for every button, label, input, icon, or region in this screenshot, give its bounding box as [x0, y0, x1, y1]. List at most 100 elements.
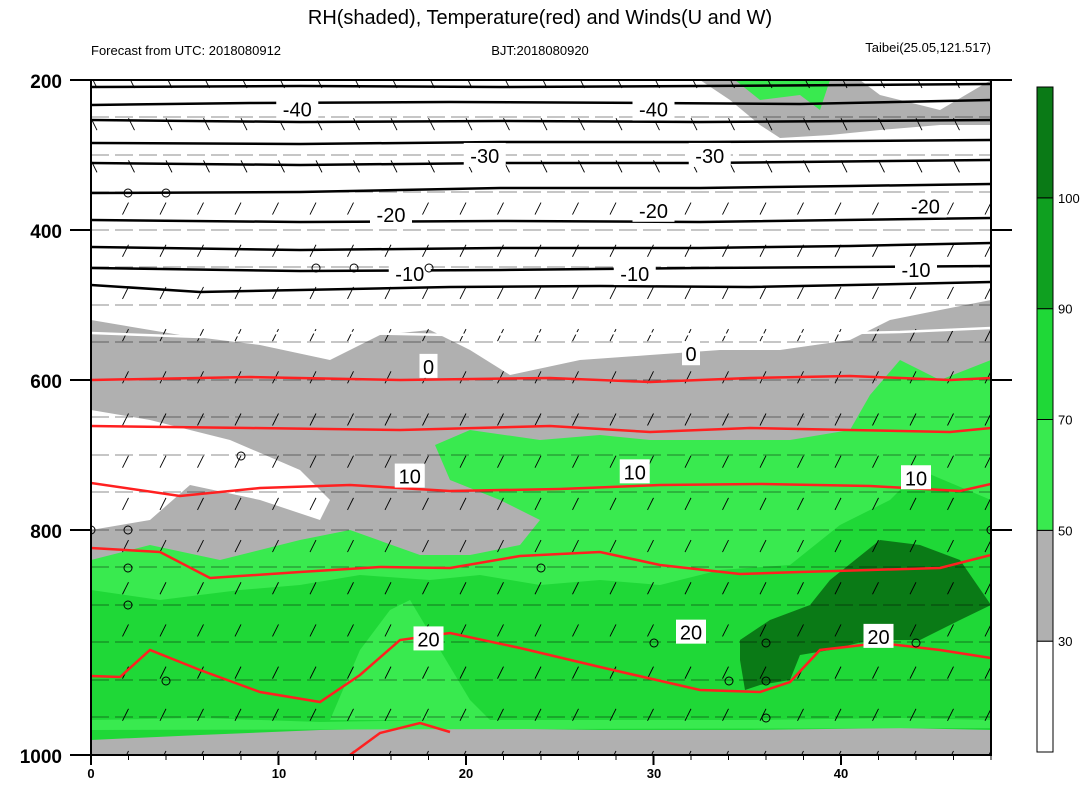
contour-label-bg — [413, 626, 444, 651]
wind-barb — [272, 624, 279, 637]
wind-barb — [534, 286, 542, 300]
wind-barb — [463, 750, 467, 755]
wind-barb — [459, 244, 467, 257]
contour-label-bg — [676, 619, 706, 644]
wind-barb — [722, 202, 729, 215]
wind-barb — [234, 497, 242, 511]
wind-barb — [122, 582, 129, 595]
wind-barb — [797, 286, 804, 300]
wind-barb — [309, 497, 317, 511]
wind-barb — [909, 413, 917, 426]
contour-labels: -40 -40 -30 -30 -20 -20 -20 -10 -10 -10 0 0 10 10 10 20… — [276, 96, 947, 651]
wind-barb — [534, 202, 542, 215]
wind-barb — [759, 624, 767, 637]
wind-barb — [384, 328, 392, 342]
wind-barb — [428, 160, 435, 173]
wind-barb — [572, 371, 579, 384]
wind-barb — [684, 539, 692, 553]
wind-barb — [834, 286, 842, 300]
wind-barb — [728, 117, 735, 131]
wind-barb — [909, 708, 917, 722]
wind-barb — [388, 750, 392, 755]
colorbar-swatch — [1036, 86, 1054, 199]
wind-barb — [797, 202, 804, 215]
wind-barb — [384, 708, 392, 722]
wind-barb — [647, 582, 654, 595]
wind-barb — [534, 708, 542, 722]
wind-barb — [347, 497, 354, 511]
colorbar-swatch — [1036, 640, 1054, 753]
contour-label: -20 — [377, 205, 406, 227]
y-tick-600: 600 — [30, 372, 62, 393]
wind-barb — [950, 750, 954, 755]
contour-label-bg — [388, 261, 431, 286]
wind-barb — [347, 624, 354, 637]
contour-label: -20 — [639, 201, 668, 223]
wind-barb — [197, 202, 204, 215]
wind-barb — [872, 286, 879, 300]
wind-barb — [763, 750, 767, 755]
wind-barb — [647, 497, 654, 511]
wind-barb — [234, 582, 242, 595]
wind-barb — [309, 666, 317, 679]
contour-label-bg — [632, 96, 675, 121]
wind-barb — [872, 244, 879, 257]
wind-barb — [197, 455, 204, 468]
contour-label: -10 — [395, 264, 424, 286]
wind-barb — [534, 582, 542, 595]
wind-barb — [572, 708, 579, 722]
wind-barb — [272, 582, 279, 595]
wind-barb — [534, 666, 542, 679]
wind-barb — [459, 708, 467, 722]
x-tick-40: 40 — [834, 766, 848, 781]
wind-barb — [838, 750, 842, 755]
x-tick-0: 0 — [87, 766, 94, 781]
wind-barb — [872, 708, 879, 722]
contour-label-bg — [632, 197, 675, 222]
wind-barb — [497, 666, 504, 679]
wind-barb — [609, 497, 617, 511]
wind-barb — [163, 750, 167, 755]
wind-barb — [347, 371, 354, 384]
wind-barb — [459, 202, 467, 215]
wind-barb — [347, 202, 354, 215]
wind-barb — [200, 750, 204, 755]
wind-barb — [947, 244, 954, 257]
contour-label-bg — [394, 463, 425, 488]
wind-barb — [309, 624, 317, 637]
wind-barb — [947, 371, 954, 384]
wind-barb — [647, 413, 654, 426]
wind-barb — [197, 244, 204, 257]
wind-barb — [647, 624, 654, 637]
wind-barb — [197, 582, 204, 595]
wind-barb — [834, 497, 842, 511]
wind-barb — [497, 244, 504, 257]
wind-barb — [497, 455, 504, 468]
wind-barb — [459, 666, 467, 679]
contour-label: -40 — [639, 100, 668, 122]
wind-barb — [122, 371, 129, 384]
wind-barb — [909, 582, 917, 595]
wind-barb — [234, 202, 242, 215]
wind-barb — [875, 750, 879, 755]
wind-barb — [197, 328, 204, 342]
wind-barb — [947, 624, 954, 637]
wind-barb — [872, 413, 879, 426]
wind-barb — [575, 750, 579, 755]
wind-barb — [534, 455, 542, 468]
y-tick-200: 200 — [30, 72, 62, 93]
wind-barb — [159, 582, 167, 595]
wind-barb — [722, 666, 729, 679]
wind-barb — [534, 244, 542, 257]
wind-barb — [122, 455, 129, 468]
wind-barb — [872, 328, 879, 342]
wind-barb — [159, 666, 167, 679]
wind-barb — [572, 244, 579, 257]
wind-barb — [725, 750, 729, 755]
contour-label: 20 — [417, 629, 439, 651]
wind-barb — [353, 160, 360, 173]
wind-barb — [122, 286, 129, 300]
wind-barb — [834, 202, 842, 215]
wind-barb — [240, 117, 248, 131]
wind-barb — [159, 244, 167, 257]
